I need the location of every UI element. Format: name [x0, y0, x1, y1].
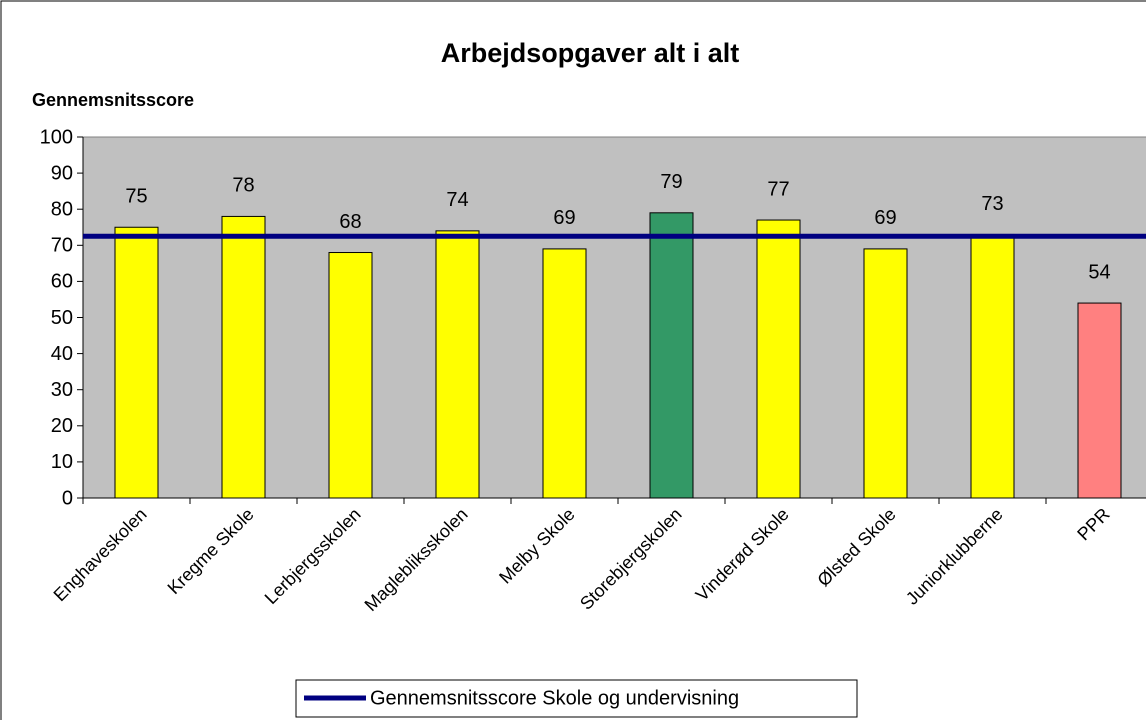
- bar: [435, 230, 480, 499]
- y-tick-label: 70: [51, 235, 73, 257]
- value-label: 68: [339, 211, 361, 233]
- y-tick-label: 50: [51, 307, 73, 329]
- y-axis-label: Gennemsnitsscore: [32, 90, 194, 110]
- bar: [328, 252, 373, 499]
- value-label: 77: [767, 178, 789, 200]
- bar: [756, 219, 801, 499]
- y-tick-label: 10: [51, 451, 73, 473]
- bar: [542, 248, 587, 499]
- bar: [863, 248, 908, 499]
- bar: [1077, 302, 1122, 499]
- legend: Gennemsnitsscore Skole og undervisning: [295, 679, 858, 718]
- y-tick-label: 0: [62, 487, 73, 509]
- bar: [221, 215, 266, 499]
- value-label: 75: [125, 186, 147, 208]
- bar: [649, 212, 694, 499]
- y-tick-label: 80: [51, 198, 73, 220]
- legend-label: Gennemsnitsscore Skole og undervisning: [370, 687, 739, 709]
- value-label: 69: [874, 207, 896, 229]
- y-tick-label: 100: [40, 126, 73, 148]
- value-label: 74: [446, 189, 468, 211]
- value-label: 73: [981, 193, 1003, 215]
- value-label: 79: [660, 171, 682, 193]
- chart-title: Arbejdsopgaver alt i alt: [441, 38, 740, 68]
- value-label: 78: [232, 175, 254, 197]
- value-label: 69: [553, 207, 575, 229]
- y-tick-label: 60: [51, 271, 73, 293]
- value-label: 54: [1088, 261, 1110, 283]
- bar: [114, 226, 159, 499]
- y-tick-label: 90: [51, 162, 73, 184]
- y-tick-label: 30: [51, 379, 73, 401]
- bar: [970, 233, 1015, 499]
- y-tick-label: 40: [51, 343, 73, 365]
- y-tick-label: 20: [51, 415, 73, 437]
- legend-box: [295, 679, 858, 718]
